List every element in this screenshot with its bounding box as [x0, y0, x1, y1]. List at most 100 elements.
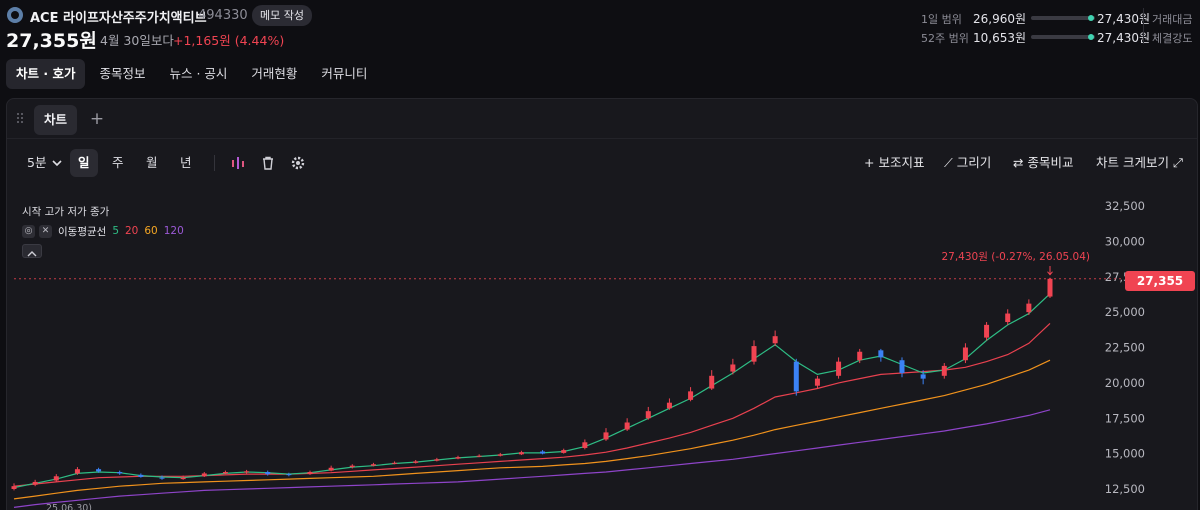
candle-body [624, 422, 630, 430]
candle-body [117, 472, 123, 474]
ma-line-120 [13, 409, 1051, 508]
ma-period-5: 5 [112, 225, 119, 237]
candle-body [434, 459, 440, 461]
y-tick-label: 32,500 [1105, 199, 1145, 213]
visibility-icon[interactable]: ◎ [22, 224, 35, 238]
compare-date: 4월 30일보다 [100, 33, 174, 48]
tab-chart[interactable]: 차트 [34, 105, 78, 135]
candle-body [328, 467, 334, 471]
candle-body [857, 351, 863, 361]
candle-body [962, 347, 968, 361]
ma-line-20 [13, 322, 1051, 487]
candle-body [603, 432, 609, 440]
ma-period-120: 120 [163, 225, 184, 237]
nav-item-1[interactable]: 종목정보 [99, 66, 146, 81]
nav-item-2[interactable]: 뉴스 · 공시 [169, 66, 228, 81]
candle-style-icon[interactable] [229, 154, 247, 172]
y-tick-label: 15,000 [1105, 447, 1145, 461]
candle-body [476, 455, 482, 457]
indicator-button[interactable]: + 보조지표 [864, 149, 924, 177]
y-tick-label: 12,500 [1105, 482, 1145, 496]
separator-dot: · [89, 30, 93, 44]
ma-line-60 [13, 359, 1051, 500]
candle-body [540, 451, 546, 454]
ma-legend-name: 이동평균선 [58, 225, 107, 238]
ma-period-60: 60 [144, 225, 158, 237]
indicator-label: 보조지표 [878, 155, 925, 170]
candle-body [709, 375, 715, 389]
period-button-0[interactable]: 일 [70, 149, 98, 177]
nav-item-4[interactable]: 커뮤니티 [321, 66, 368, 81]
high-arrow [1047, 266, 1053, 276]
candle-body [1047, 278, 1053, 297]
candle-body [836, 361, 842, 376]
drag-handle-icon[interactable] [17, 113, 25, 125]
toolbar-divider [214, 155, 215, 171]
execution-strength-label[interactable]: 체결강도 [1152, 32, 1193, 45]
current-price: 27,355원 [6, 30, 97, 52]
period-button-2[interactable]: 월 [146, 155, 158, 170]
candle-body [751, 346, 757, 362]
swap-icon: ⇄ [1013, 155, 1028, 170]
candle-body [138, 474, 144, 477]
candle-body [32, 481, 38, 485]
stock-code: 494330 [198, 8, 248, 23]
expand-chart-button[interactable]: 차트 크게보기 ⤢ [1096, 149, 1183, 177]
candle-body [244, 471, 250, 473]
candle-body [730, 364, 736, 372]
candle-body [159, 477, 165, 479]
period-button-3[interactable]: 년 [180, 155, 192, 170]
compare-label: 종목비교 [1027, 155, 1074, 170]
compare-button[interactable]: ⇄ 종목비교 [1013, 149, 1073, 177]
candle-body [392, 462, 398, 464]
candle-body [920, 374, 926, 379]
candle-body [11, 486, 17, 489]
day-range-bar [1031, 15, 1095, 21]
candle-body [180, 477, 186, 480]
pencil-icon: ⟋ [944, 155, 957, 170]
y-tick-label: 25,000 [1105, 305, 1145, 319]
chevron-down-icon [52, 160, 63, 167]
stock-header: ACE 라이프자산주주가치액티브 494330 메모 작성 27,355원 · … [0, 0, 1200, 52]
candle-body [561, 450, 567, 453]
candle-body [349, 465, 355, 468]
week52-range-label: 52주 범위 [921, 32, 969, 45]
candle-body [899, 360, 905, 373]
week52-range-bar [1031, 34, 1095, 40]
interval-select[interactable]: 5분 [19, 149, 70, 177]
nav-item-0[interactable]: 차트 · 호가 [6, 59, 86, 89]
collapse-legend-button[interactable] [22, 244, 42, 258]
ohlc-legend: 시작 고가 저가 종가 [22, 206, 110, 218]
memo-button[interactable]: 메모 작성 [252, 5, 312, 26]
draw-button[interactable]: ⟋ 그리기 [944, 149, 991, 177]
panel-tab-bar: 차트 + [7, 99, 1197, 139]
interval-value: 5분 [27, 155, 47, 170]
candle-body [455, 457, 461, 459]
period-button-1[interactable]: 주 [112, 155, 124, 170]
week52-range-high: 27,430원 [1097, 31, 1151, 45]
day-range-low: 26,960원 [973, 12, 1027, 26]
nav-item-3[interactable]: 거래현황 [251, 66, 298, 81]
week52-range-low: 10,653원 [973, 31, 1027, 45]
trash-icon[interactable] [259, 154, 277, 172]
ma-period-20: 20 [125, 225, 139, 237]
candle-body [793, 361, 799, 392]
candle-body [878, 350, 884, 358]
candle-body [984, 324, 990, 338]
candle-body [1026, 303, 1032, 313]
current-price-tag: 27,355 [1125, 271, 1195, 291]
y-tick-label: 22,500 [1105, 341, 1145, 355]
close-icon[interactable]: ✕ [39, 224, 52, 238]
gear-icon[interactable] [289, 154, 307, 172]
candle-body [518, 452, 524, 455]
brand-logo-icon [7, 7, 23, 23]
plus-icon[interactable]: + [89, 109, 105, 129]
day-range-marker [1087, 15, 1094, 21]
header-divider [1143, 8, 1144, 44]
draw-label: 그리기 [956, 155, 992, 170]
ma-legend: ◎ ✕ 이동평균선 5 20 60 120 [22, 224, 184, 238]
trade-value-label[interactable]: 거래대금 [1152, 13, 1193, 26]
candle-body [413, 461, 419, 463]
